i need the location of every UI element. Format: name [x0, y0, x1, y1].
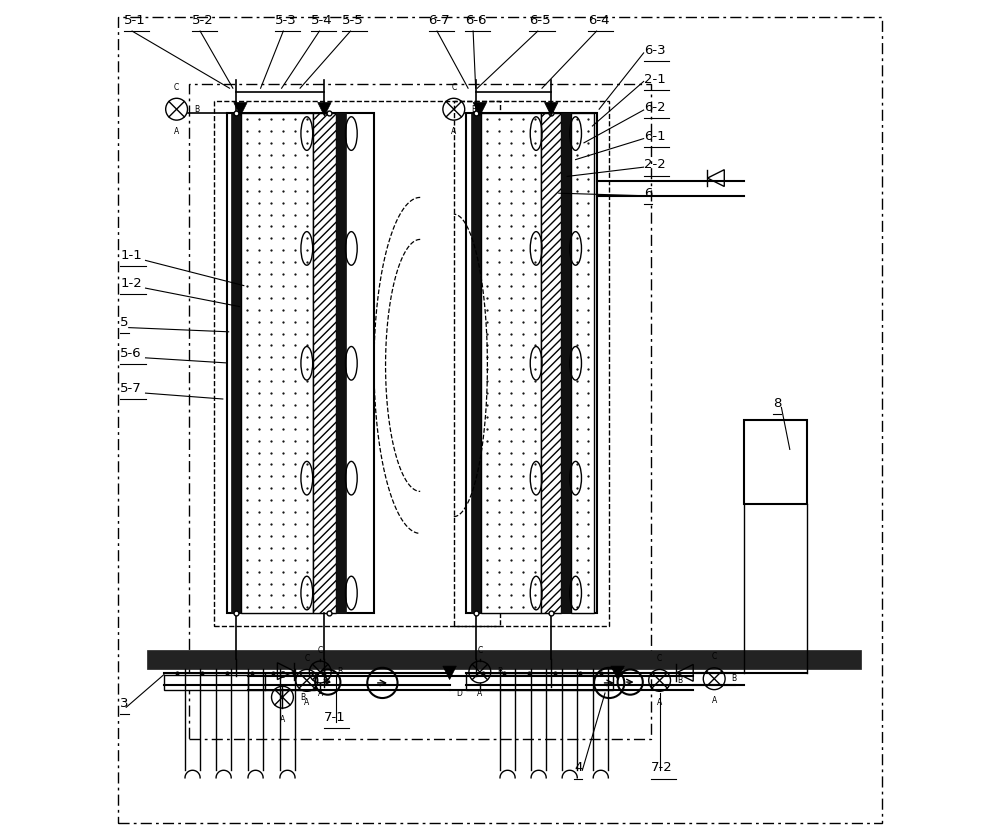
Polygon shape [443, 666, 456, 680]
Text: 6: 6 [644, 187, 652, 200]
Text: 6-4: 6-4 [588, 14, 610, 27]
Text: A: A [304, 698, 309, 707]
Text: D: D [456, 690, 462, 699]
Bar [481, 113, 541, 613]
Text: C: C [280, 670, 285, 680]
Text: 8: 8 [773, 397, 781, 410]
Text: A: A [174, 127, 179, 136]
Text: B: B [471, 105, 476, 113]
Bar [561, 113, 571, 613]
Bar [231, 113, 241, 613]
Text: 2-2: 2-2 [644, 159, 665, 171]
Text: B: B [677, 676, 682, 685]
Text: C: C [304, 654, 309, 663]
Bar [541, 113, 561, 613]
Text: B: B [497, 668, 502, 676]
Bar [466, 113, 597, 613]
Bar [571, 113, 594, 613]
Bar [164, 675, 315, 690]
Text: A: A [712, 696, 717, 706]
Text: 6-7: 6-7 [429, 14, 450, 27]
Text: B: B [732, 675, 737, 683]
Text: C: C [477, 645, 482, 654]
Text: A: A [280, 715, 285, 724]
Bar [227, 113, 374, 613]
Text: 7-2: 7-2 [651, 762, 673, 774]
Text: 5: 5 [120, 317, 129, 329]
Text: C: C [318, 645, 323, 654]
Text: A: A [657, 698, 662, 707]
Text: 5-3: 5-3 [275, 14, 297, 27]
Text: 5-5: 5-5 [342, 14, 364, 27]
Bar [466, 675, 613, 690]
Text: C: C [712, 652, 717, 661]
Text: 6-1: 6-1 [644, 130, 665, 143]
Polygon shape [234, 102, 247, 116]
Text: B: B [324, 676, 329, 685]
Bar [313, 113, 336, 613]
Text: A: A [451, 127, 456, 136]
Bar [336, 113, 346, 613]
Text: 3: 3 [120, 697, 129, 710]
Text: 1-2: 1-2 [120, 277, 142, 290]
Text: 6-3: 6-3 [644, 45, 665, 57]
Text: B: B [300, 693, 305, 701]
Text: B: B [194, 105, 199, 113]
Bar [454, 101, 609, 626]
Text: 1-1: 1-1 [120, 249, 142, 262]
Text: A: A [318, 690, 323, 699]
Bar [241, 113, 313, 613]
Bar [147, 650, 861, 669]
Polygon shape [611, 666, 624, 680]
Bar [214, 101, 500, 626]
Polygon shape [545, 102, 558, 116]
Text: 5-2: 5-2 [192, 14, 213, 27]
Text: 5-1: 5-1 [124, 14, 145, 27]
Text: C: C [657, 654, 662, 663]
Polygon shape [473, 102, 487, 116]
Text: 5-4: 5-4 [311, 14, 333, 27]
Text: 5-7: 5-7 [120, 382, 142, 395]
Text: 2-1: 2-1 [644, 73, 665, 86]
Text: 6-5: 6-5 [529, 14, 551, 27]
Text: B: B [338, 668, 343, 676]
Text: 7-1: 7-1 [324, 711, 345, 724]
Text: C: C [451, 82, 456, 92]
Text: 6-2: 6-2 [644, 102, 665, 114]
Bar [189, 84, 651, 739]
Text: 4: 4 [574, 762, 582, 774]
Text: C: C [174, 82, 179, 92]
Bar [471, 113, 481, 613]
Text: 6-6: 6-6 [465, 14, 486, 27]
Text: A: A [477, 690, 482, 699]
Text: 5-6: 5-6 [120, 347, 142, 360]
Bar [744, 420, 807, 504]
Polygon shape [318, 102, 331, 116]
